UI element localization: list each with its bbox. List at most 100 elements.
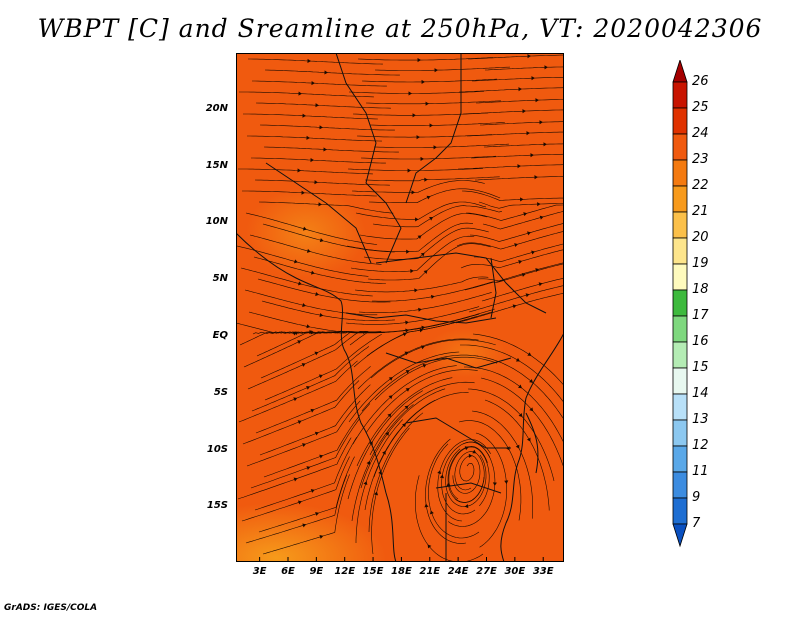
warm-patch-north	[246, 188, 366, 278]
streamline	[249, 234, 382, 265]
streamlines	[236, 54, 564, 562]
streamline	[258, 201, 394, 214]
streamline-arrow	[366, 460, 371, 465]
border-11	[490, 257, 497, 319]
streamline-arrow	[422, 363, 427, 368]
streamline	[452, 455, 481, 494]
streamline-arrow	[544, 65, 548, 70]
streamline-arrow	[302, 226, 307, 231]
streamline-arrow	[374, 491, 379, 496]
streamline	[263, 403, 371, 478]
streamline-arrow	[423, 270, 428, 275]
streamline	[251, 157, 386, 164]
streamline	[264, 334, 382, 401]
streamline	[347, 390, 423, 500]
streamline	[464, 263, 564, 291]
streamline	[362, 308, 495, 335]
streamline	[250, 419, 360, 489]
streamline-arrow	[306, 324, 311, 329]
streamline-arrow	[421, 79, 425, 84]
streamline	[257, 278, 391, 303]
streamline-arrow	[539, 120, 543, 125]
colorbar	[672, 60, 688, 548]
streamline-arrow	[306, 135, 310, 140]
streamline	[348, 351, 460, 423]
streamline-arrow	[526, 437, 531, 442]
warm-patch-south	[236, 503, 386, 562]
coastline-west	[236, 232, 397, 562]
streamline-arrow	[429, 217, 434, 221]
streamline	[370, 339, 496, 379]
streamline-arrow	[319, 238, 324, 243]
colorbar-swatch	[672, 107, 688, 135]
streamline-arrow	[302, 113, 306, 118]
streamline-arrow	[464, 446, 469, 451]
streamline-arrow	[515, 444, 520, 449]
streamline-arrow	[534, 175, 538, 180]
streamline	[242, 380, 360, 445]
streamline-arrow	[424, 177, 428, 182]
streamline	[251, 346, 370, 412]
streamline	[262, 223, 395, 253]
streamline	[254, 437, 358, 511]
streamline-arrow	[416, 135, 420, 140]
lat-label: EQ	[212, 330, 228, 342]
lon-label: 30E	[504, 566, 526, 577]
streamline-arrow	[492, 482, 497, 486]
border-6	[405, 417, 511, 449]
streamline	[367, 243, 491, 281]
streamline-arrow	[298, 281, 302, 286]
border-1	[335, 53, 402, 264]
streamline-arrow	[318, 374, 323, 379]
streamline-arrow	[310, 270, 315, 275]
streamline	[374, 356, 498, 401]
colorbar-swatch	[672, 263, 688, 291]
streamline-arrow	[412, 113, 416, 118]
colorbar-label: 22	[692, 178, 709, 193]
streamline-arrow	[310, 489, 315, 493]
lon-label: 6E	[281, 566, 295, 577]
streamline-arrow	[526, 131, 530, 136]
streamline-arrow	[405, 320, 409, 325]
streamline-arrow	[420, 252, 425, 257]
streamline-arrow	[433, 145, 437, 150]
map-canvas	[236, 53, 564, 562]
border-10	[265, 162, 327, 204]
streamline-arrow	[518, 413, 523, 417]
streamline	[484, 66, 564, 71]
lat-label: 5S	[213, 386, 228, 398]
streamline	[255, 366, 371, 434]
streamline	[467, 54, 564, 60]
streamline-arrow	[293, 477, 298, 482]
streamline-arrow	[429, 510, 434, 515]
colorbar-label: 13	[692, 412, 709, 427]
streamline	[260, 331, 385, 379]
streamline-arrow	[426, 195, 431, 200]
colorbar-swatch	[672, 445, 688, 473]
streamline	[253, 256, 386, 284]
map-frame	[236, 53, 564, 562]
streamline	[364, 176, 500, 182]
streamline	[345, 306, 480, 325]
streamline	[243, 113, 378, 120]
streamline	[469, 222, 564, 242]
border-9	[325, 202, 372, 264]
streamline-arrow	[315, 292, 319, 297]
streamline	[373, 392, 469, 478]
streamline	[243, 330, 371, 368]
streamline	[425, 438, 467, 544]
colorbar-label: 26	[692, 74, 709, 89]
streamline-arrow	[464, 504, 469, 509]
streamline-arrow	[385, 431, 389, 436]
streamline-arrow	[405, 328, 409, 333]
streamline	[482, 210, 564, 230]
streamline-arrow	[302, 303, 306, 308]
streamline	[483, 143, 564, 148]
streamline	[357, 57, 493, 61]
colorbar-swatch	[672, 315, 688, 343]
streamline	[365, 369, 478, 434]
colorbar-swatch	[672, 133, 688, 161]
colorbar-swatch	[672, 367, 688, 395]
colorbar-swatch	[672, 393, 688, 421]
streamline	[472, 333, 564, 386]
